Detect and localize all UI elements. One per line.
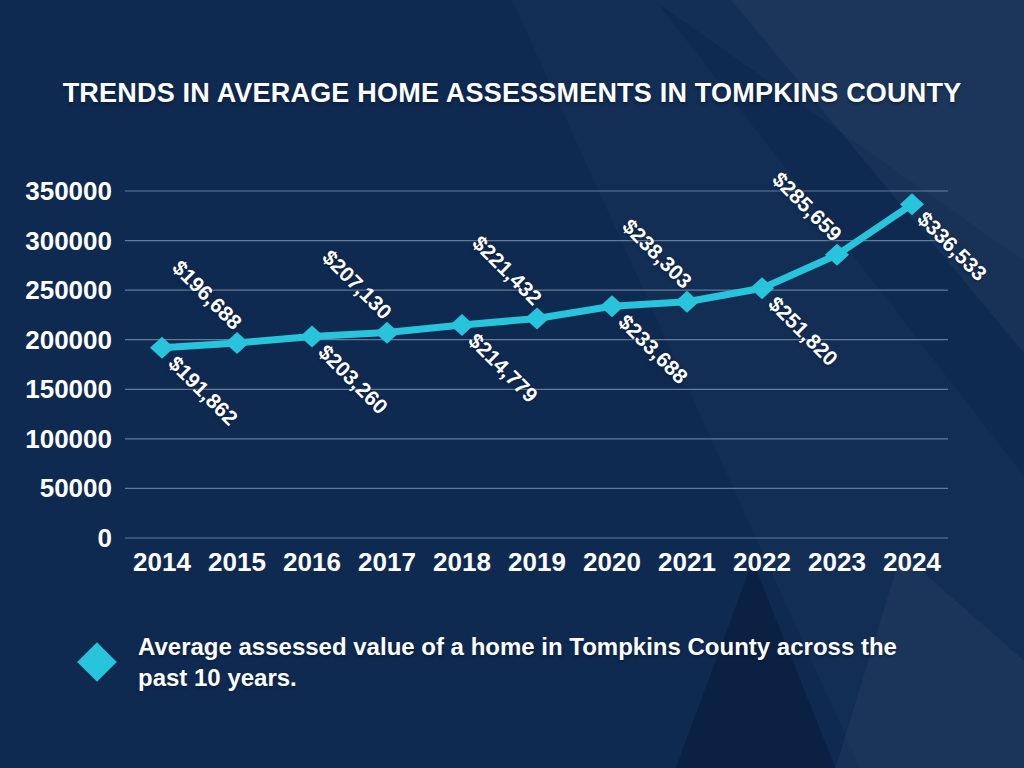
- y-axis-tick-label: 300000: [25, 226, 112, 256]
- legend-label-line-2: past 10 years.: [138, 662, 938, 693]
- data-point-label: $221,432: [468, 231, 546, 309]
- data-point-marker: [300, 325, 324, 347]
- y-axis-tick-label: 0: [98, 523, 112, 553]
- y-axis-tick-label: 50000: [40, 473, 112, 503]
- data-point-label: $238,303: [618, 214, 696, 292]
- data-point-marker: [225, 332, 249, 354]
- data-point-marker: [450, 314, 474, 336]
- data-point-label: $251,820: [764, 292, 842, 370]
- legend-label: Average assessed value of a home in Tomp…: [138, 631, 938, 693]
- x-axis-tick-label: 2018: [433, 547, 491, 577]
- data-point-label: $214,779: [464, 329, 542, 407]
- data-point-marker: [750, 277, 774, 299]
- x-axis-tick-label: 2014: [133, 547, 191, 577]
- x-axis-tick-label: 2022: [733, 547, 791, 577]
- data-point-label: $285,659: [768, 167, 846, 245]
- y-axis-tick-label: 250000: [25, 275, 112, 305]
- x-axis-tick-label: 2024: [883, 547, 941, 577]
- data-point-label: $203,260: [314, 340, 392, 418]
- data-point-marker: [600, 295, 624, 317]
- data-point-label: $196,688: [168, 256, 246, 334]
- y-axis-tick-label: 200000: [25, 325, 112, 355]
- x-axis-tick-label: 2017: [358, 547, 416, 577]
- data-point-label: $233,688: [614, 310, 692, 388]
- x-axis-tick-label: 2023: [808, 547, 866, 577]
- x-axis-tick-label: 2015: [208, 547, 266, 577]
- y-axis-tick-label: 350000: [25, 176, 112, 206]
- data-point-label: $191,862: [164, 351, 242, 429]
- data-point-label: $336,533: [913, 207, 991, 285]
- x-axis-tick-label: 2019: [508, 547, 566, 577]
- y-axis-tick-label: 150000: [25, 374, 112, 404]
- data-point-marker: [375, 322, 399, 344]
- data-point-label: $207,130: [318, 245, 396, 323]
- data-point-marker: [525, 307, 549, 329]
- x-axis-tick-label: 2020: [583, 547, 641, 577]
- y-axis-tick-label: 100000: [25, 424, 112, 454]
- x-axis-tick-label: 2016: [283, 547, 341, 577]
- x-axis-tick-label: 2021: [658, 547, 716, 577]
- legend-label-line-1: Average assessed value of a home in Tomp…: [138, 631, 938, 662]
- data-point-marker: [675, 291, 699, 313]
